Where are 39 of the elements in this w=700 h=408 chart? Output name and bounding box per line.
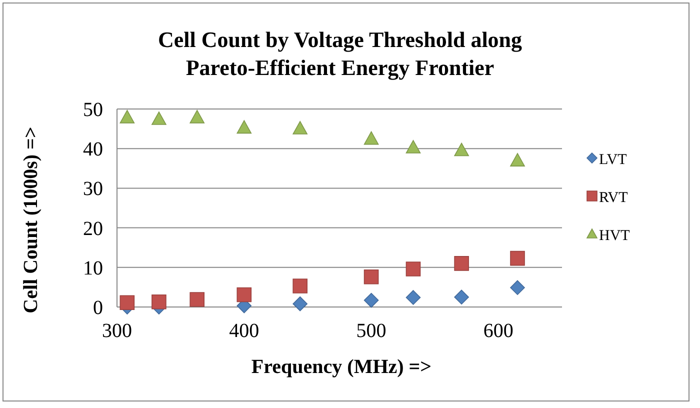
point xyxy=(236,120,252,134)
point xyxy=(152,112,166,125)
point xyxy=(510,250,525,266)
y-tick-label: 0 xyxy=(93,297,103,319)
y-tick-label: 50 xyxy=(83,99,103,121)
point xyxy=(454,256,469,271)
point xyxy=(510,280,525,295)
point xyxy=(120,110,135,124)
x-axis-title: Frequency (MHz) => xyxy=(251,356,432,378)
point xyxy=(120,295,135,310)
point xyxy=(190,110,204,124)
point xyxy=(292,121,308,134)
point xyxy=(454,290,469,304)
point xyxy=(406,290,421,305)
point xyxy=(190,292,204,307)
y-tick-label: 20 xyxy=(83,218,103,240)
y-tick-label: 30 xyxy=(83,178,103,200)
x-tick-label: 600 xyxy=(483,320,514,342)
point xyxy=(406,140,421,154)
point xyxy=(292,296,308,312)
x-tick-label: 500 xyxy=(356,320,386,342)
legend-label: HVT xyxy=(599,228,630,244)
x-tick-label: 400 xyxy=(229,320,260,342)
point xyxy=(152,294,166,310)
point xyxy=(364,270,379,284)
chart-title: Cell Count by Voltage Threshold along Pareto-Efficient Energy Frontier xyxy=(158,27,522,80)
y-tick-label: 10 xyxy=(83,257,103,280)
legend-label: RVT xyxy=(599,190,628,206)
point xyxy=(406,262,421,276)
point xyxy=(292,278,308,294)
y-axis-title: Cell Count (1000s) => xyxy=(20,126,42,314)
point xyxy=(364,292,379,308)
point xyxy=(364,131,379,145)
x-tick-label: 300 xyxy=(102,320,132,342)
point xyxy=(510,153,525,166)
y-tick-label: 40 xyxy=(83,138,103,161)
point xyxy=(236,287,252,302)
legend-label: LVT xyxy=(599,152,627,168)
point xyxy=(454,142,469,156)
